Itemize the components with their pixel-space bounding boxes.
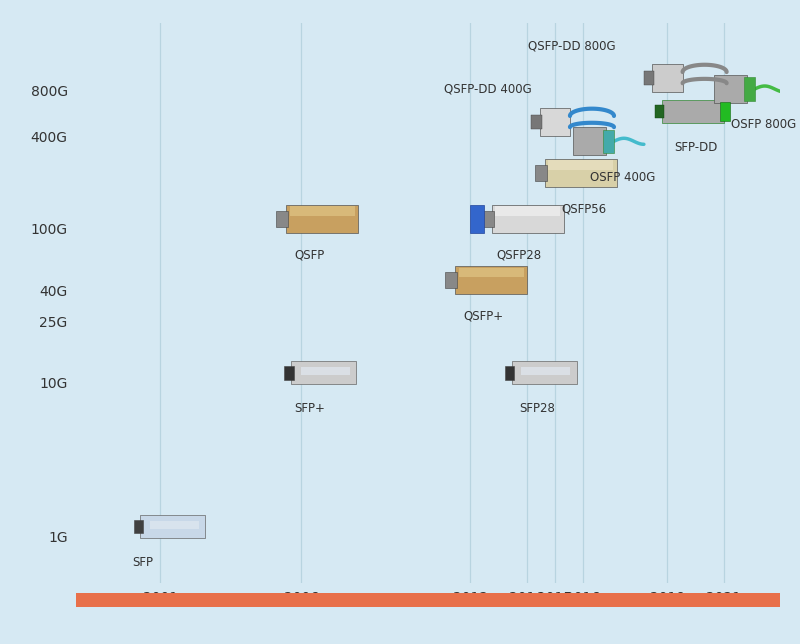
Bar: [655, 105, 664, 118]
Text: QSFP28: QSFP28: [496, 249, 541, 261]
Bar: [662, 100, 724, 123]
Text: SFP+: SFP+: [294, 402, 326, 415]
Text: OSFP 800G: OSFP 800G: [730, 118, 796, 131]
Bar: [535, 165, 546, 180]
Bar: [459, 267, 524, 278]
Bar: [545, 158, 617, 187]
Text: SFP: SFP: [133, 556, 154, 569]
Bar: [482, 211, 494, 227]
Bar: [652, 64, 682, 91]
Text: OSFP 400G: OSFP 400G: [590, 171, 655, 184]
Bar: [644, 71, 654, 84]
Bar: [573, 128, 606, 155]
Bar: [531, 115, 542, 129]
Bar: [540, 108, 570, 135]
Text: QSFP+: QSFP+: [463, 310, 503, 323]
Bar: [134, 520, 143, 533]
Bar: [491, 205, 563, 233]
Bar: [150, 521, 199, 529]
Bar: [714, 75, 746, 103]
Bar: [522, 367, 570, 375]
Bar: [495, 206, 560, 216]
Text: QSFP-DD 800G: QSFP-DD 800G: [529, 39, 616, 52]
Text: QSFP-DD 400G: QSFP-DD 400G: [444, 83, 531, 96]
Text: QSFP56: QSFP56: [562, 202, 606, 215]
Text: SFP-DD: SFP-DD: [674, 141, 718, 154]
Bar: [505, 366, 514, 380]
Bar: [301, 367, 350, 375]
Bar: [284, 366, 294, 380]
Bar: [720, 102, 730, 120]
Text: QSFP: QSFP: [294, 249, 325, 261]
Bar: [455, 266, 527, 294]
Bar: [141, 515, 206, 538]
Bar: [277, 211, 288, 227]
Bar: [470, 205, 483, 233]
Bar: [744, 77, 754, 100]
Bar: [511, 361, 577, 384]
Bar: [290, 206, 354, 216]
Bar: [603, 129, 614, 153]
Text: SFP28: SFP28: [520, 402, 555, 415]
Bar: [548, 160, 613, 170]
Bar: [286, 205, 358, 233]
Bar: [446, 272, 458, 288]
Bar: [291, 361, 356, 384]
